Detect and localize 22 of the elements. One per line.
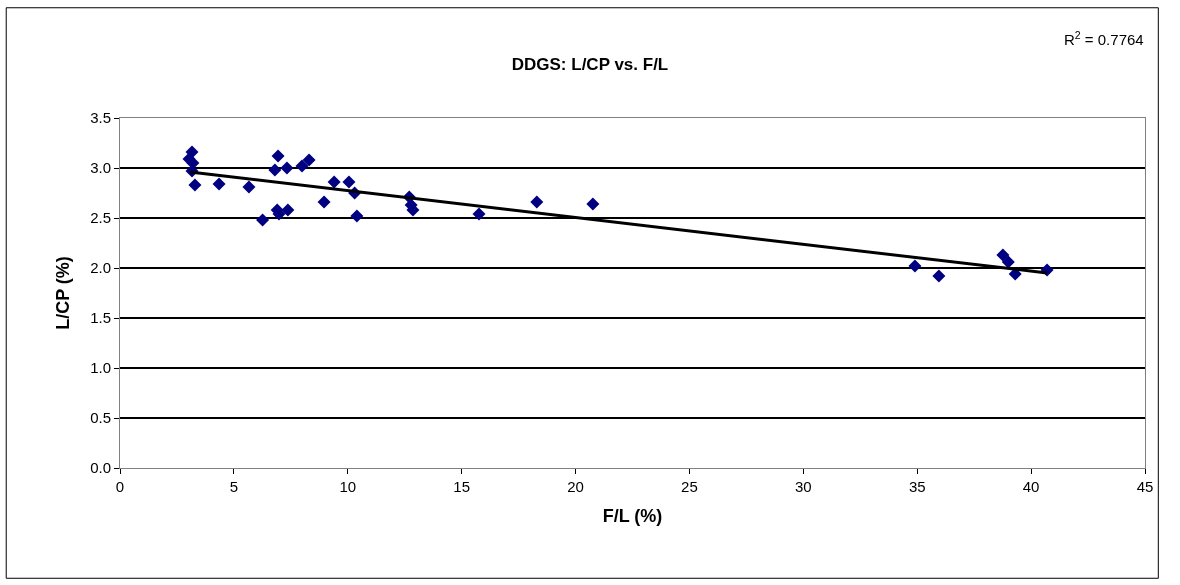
- chart-title: DDGS: L/CP vs. F/L: [511, 55, 669, 75]
- text: R$^{2}$ = 0.7764: [1064, 29, 1144, 49]
- y-tick-label: 1.5: [90, 309, 111, 327]
- x-tick-label: 35: [908, 478, 926, 495]
- y-tick-label: 2.0: [90, 259, 111, 277]
- x-axis-title: F/L (%): [602, 506, 663, 527]
- x-tick-label: 0: [115, 478, 125, 495]
- x-tick-label: 45: [1136, 478, 1154, 495]
- x-tick-label: 25: [681, 478, 698, 495]
- x-tick-label: 5: [229, 478, 239, 495]
- y-tick-label: 2.5: [90, 209, 111, 227]
- y-axis-title: L/CP (%): [53, 256, 74, 330]
- y-tick-label: 0.5: [90, 409, 111, 427]
- x-tick-label: 20: [567, 478, 584, 495]
- x-tick-label: 10: [339, 478, 357, 495]
- x-tick-label: 40: [1022, 478, 1040, 495]
- x-tick-label: 15: [453, 478, 471, 495]
- y-tick-label: 3.5: [90, 109, 111, 127]
- y-tick-label: 0.0: [90, 459, 111, 477]
- x-tick-label: 30: [794, 478, 812, 495]
- y-tick-label: 1.0: [90, 359, 111, 377]
- y-tick-label: 3.0: [90, 159, 111, 177]
